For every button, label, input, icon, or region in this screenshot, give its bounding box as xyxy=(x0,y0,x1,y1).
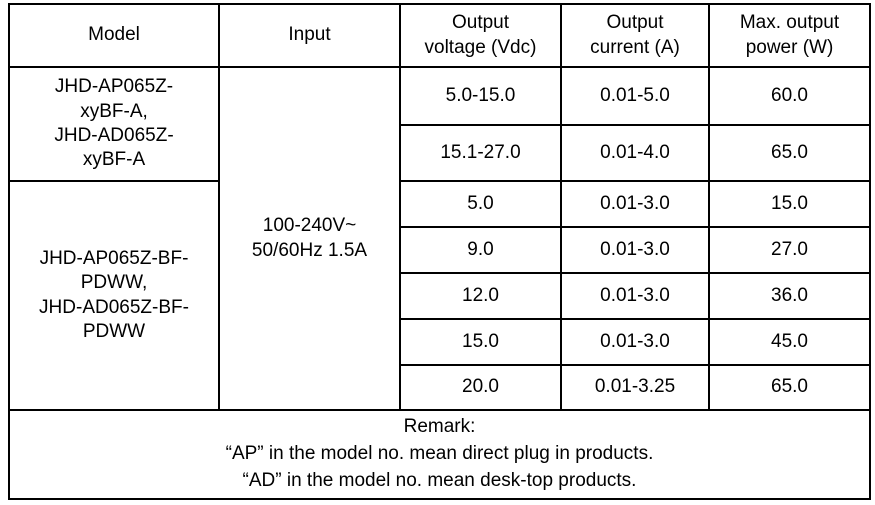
column-header-output-voltage: Output voltage (Vdc) xyxy=(399,3,562,68)
column-header-output-voltage-line-1: Output xyxy=(451,12,510,34)
input-line-2: 50/60Hz 1.5A xyxy=(251,239,368,261)
cell-max-output-power: 27.0 xyxy=(708,226,871,274)
column-header-output-current-line-1: Output xyxy=(606,12,664,34)
cell-output-current: 0.01-3.0 xyxy=(560,180,710,228)
cell-max-output-power: 15.0 xyxy=(708,180,871,228)
cell-output-voltage: 5.0 xyxy=(399,180,562,228)
specification-table-container: Model Input Output voltage (Vdc) Output … xyxy=(8,3,871,500)
remark-cell: Remark: “AP” in the model no. mean direc… xyxy=(8,409,871,500)
cell-output-voltage: 5.0-15.0 xyxy=(399,66,562,126)
model-group-1-line-1: JHD-AP065Z- xyxy=(54,76,174,98)
remark-line-2: “AP” in the model no. mean direct plug i… xyxy=(225,443,654,465)
model-group-2-line-4: PDWW xyxy=(82,320,146,342)
cell-max-output-power: 36.0 xyxy=(708,272,871,320)
cell-max-output-power: 60.0 xyxy=(708,66,871,126)
column-header-output-voltage-line-2: voltage (Vdc) xyxy=(424,36,537,58)
model-cell-group-1: JHD-AP065Z- xyBF-A, JHD-AD065Z- xyBF-A xyxy=(8,66,220,182)
input-cell: 100-240V~ 50/60Hz 1.5A xyxy=(218,66,401,411)
model-group-2-line-3: JHD-AD065Z-BF- xyxy=(39,296,189,318)
cell-output-voltage: 15.0 xyxy=(399,318,562,366)
cell-output-current: 0.01-3.0 xyxy=(560,318,710,366)
model-cell-group-2: JHD-AP065Z-BF- PDWW, JHD-AD065Z-BF- PDWW xyxy=(8,180,220,411)
cell-max-output-power: 65.0 xyxy=(708,124,871,182)
column-header-input-line-1: Input xyxy=(288,24,331,46)
cell-output-current: 0.01-5.0 xyxy=(560,66,710,126)
table-body: JHD-AP065Z- xyBF-A, JHD-AD065Z- xyBF-A 1… xyxy=(8,66,871,500)
column-header-max-output-power-line-1: Max. output xyxy=(739,12,840,34)
cell-output-current: 0.01-3.0 xyxy=(560,226,710,274)
table-header-row: Model Input Output voltage (Vdc) Output … xyxy=(8,3,871,68)
model-group-1-line-2: xyBF-A, xyxy=(80,100,148,122)
cell-output-current: 0.01-3.0 xyxy=(560,272,710,320)
cell-output-voltage: 15.1-27.0 xyxy=(399,124,562,182)
model-group-1-line-4: xyBF-A xyxy=(82,149,146,171)
cell-output-voltage: 12.0 xyxy=(399,272,562,320)
column-header-output-current-line-2: current (A) xyxy=(590,36,680,58)
cell-output-current: 0.01-3.25 xyxy=(560,364,710,411)
column-header-model-line-1: Model xyxy=(88,24,140,46)
column-header-model: Model xyxy=(8,3,220,68)
remark-row: Remark: “AP” in the model no. mean direc… xyxy=(8,409,871,500)
table-row: 12.0 0.01-3.0 36.0 xyxy=(9,272,871,320)
column-header-input: Input xyxy=(218,3,401,68)
input-line-1: 100-240V~ xyxy=(262,215,357,237)
column-header-max-output-power: Max. output power (W) xyxy=(708,3,871,68)
table-row: JHD-AP065Z-BF- PDWW, JHD-AD065Z-BF- PDWW… xyxy=(8,180,871,411)
column-header-max-output-power-line-2: power (W) xyxy=(745,36,834,58)
power-supply-specification-table: Model Input Output voltage (Vdc) Output … xyxy=(8,3,871,500)
cell-max-output-power: 65.0 xyxy=(708,364,871,411)
cell-output-voltage: 20.0 xyxy=(399,364,562,411)
table-header: Model Input Output voltage (Vdc) Output … xyxy=(8,3,871,68)
cell-max-output-power: 45.0 xyxy=(708,318,871,366)
table-row: 15.1-27.0 0.01-4.0 65.0 xyxy=(9,124,871,182)
table-row: 9.0 0.01-3.0 27.0 xyxy=(9,226,871,274)
model-group-2-line-1: JHD-AP065Z-BF- xyxy=(39,247,189,269)
model-group-2-line-2: PDWW, xyxy=(80,272,148,294)
remark-line-1: Remark: xyxy=(403,416,476,438)
table-row: 20.0 0.01-3.25 65.0 xyxy=(9,364,871,411)
column-header-output-current: Output current (A) xyxy=(560,3,710,68)
model-group-1-line-3: JHD-AD065Z- xyxy=(54,125,174,146)
remark-line-3: “AD” in the model no. mean desk-top prod… xyxy=(242,469,637,491)
table-row: 15.0 0.01-3.0 45.0 xyxy=(9,318,871,366)
cell-output-voltage: 9.0 xyxy=(399,226,562,274)
table-row: JHD-AP065Z- xyBF-A, JHD-AD065Z- xyBF-A 1… xyxy=(8,66,871,411)
cell-output-current: 0.01-4.0 xyxy=(560,124,710,182)
